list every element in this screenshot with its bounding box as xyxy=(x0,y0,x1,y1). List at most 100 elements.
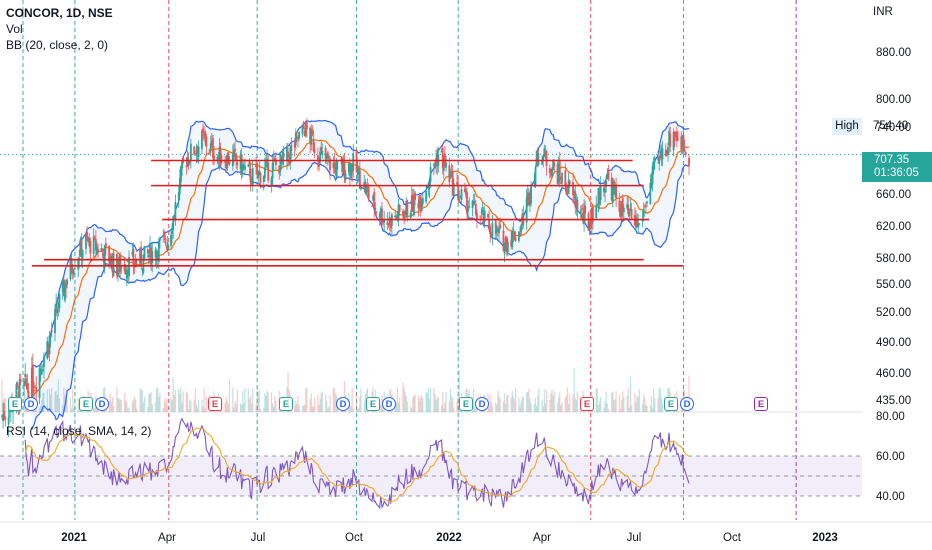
candle-body-390 xyxy=(604,188,606,193)
volume-bar-123 xyxy=(190,401,192,412)
candle-body-324 xyxy=(502,230,505,252)
candle-body-314 xyxy=(487,213,489,218)
candle-body-268 xyxy=(414,192,416,200)
candle-body-17 xyxy=(26,383,29,390)
dividend-marker[interactable]: D xyxy=(475,397,489,411)
candle-body-257 xyxy=(397,204,400,219)
earnings-marker[interactable]: E xyxy=(8,397,22,411)
volume-bar-413 xyxy=(638,388,640,412)
dividend-marker[interactable]: D xyxy=(382,397,396,411)
volume-bar-192 xyxy=(297,395,299,412)
candle-body-429 xyxy=(664,149,667,157)
candle-body-92 xyxy=(142,254,145,273)
earnings-marker[interactable]: E xyxy=(279,397,293,411)
volume-bar-101 xyxy=(157,387,159,412)
volume-bar-25 xyxy=(40,405,42,412)
volume-bar-132 xyxy=(204,408,206,412)
candle-body-320 xyxy=(495,228,498,232)
volume-bar-129 xyxy=(201,399,203,412)
candle-body-142 xyxy=(219,150,222,166)
volume-bar-68 xyxy=(105,408,107,412)
candle-body-303 xyxy=(468,206,471,208)
candle-body-0 xyxy=(1,415,3,417)
candle-body-331 xyxy=(512,230,515,235)
volume-bar-176 xyxy=(273,406,275,412)
candle-body-298 xyxy=(460,189,463,201)
candle-body-361 xyxy=(558,161,561,181)
volume-bar-427 xyxy=(660,396,662,412)
candle-body-368 xyxy=(568,180,571,185)
candle-body-61 xyxy=(94,239,97,251)
volume-bar-357 xyxy=(552,395,554,412)
candle-body-112 xyxy=(173,216,176,218)
candle-body-316 xyxy=(489,226,492,234)
volume-bar-60 xyxy=(94,407,96,412)
candle-body-250 xyxy=(387,224,390,225)
volume-bar-171 xyxy=(265,395,267,412)
candle-body-94 xyxy=(146,249,149,254)
candle-body-329 xyxy=(510,240,513,247)
volume-bar-124 xyxy=(193,400,195,412)
candle-body-280 xyxy=(434,165,436,169)
dividend-marker[interactable]: D xyxy=(95,397,109,411)
volume-bar-98 xyxy=(151,403,153,412)
volume-bar-47 xyxy=(73,408,75,412)
earnings-marker[interactable]: E xyxy=(208,397,222,411)
earnings-marker[interactable]: E xyxy=(459,397,473,411)
candle-body-18 xyxy=(27,390,30,400)
volume-bar-49 xyxy=(77,398,79,412)
candle-body-340 xyxy=(526,192,529,199)
candle-body-307 xyxy=(474,203,477,215)
candle-body-52 xyxy=(80,238,83,258)
volume-bar-257 xyxy=(397,402,400,412)
time-tick-0: 2021 xyxy=(61,532,87,544)
candle-body-420 xyxy=(650,179,653,182)
dividend-marker[interactable]: D xyxy=(680,397,694,411)
volume-bar-29 xyxy=(46,389,48,412)
earnings-marker[interactable]: E xyxy=(754,397,768,411)
earnings-marker[interactable]: E xyxy=(664,397,678,411)
volume-bar-289 xyxy=(448,401,450,412)
volume-bar-387 xyxy=(598,401,601,412)
volume-bar-92 xyxy=(142,402,144,412)
candle-body-181 xyxy=(280,157,283,161)
time-tick-3: Oct xyxy=(345,532,364,544)
candle-body-188 xyxy=(290,145,293,151)
volume-bar-70 xyxy=(109,394,111,412)
volume-bar-146 xyxy=(226,400,228,412)
volume-bar-84 xyxy=(131,402,133,412)
volume-bar-225 xyxy=(349,405,351,412)
earnings-marker[interactable]: E xyxy=(580,397,594,411)
candle-body-98 xyxy=(151,251,154,264)
earnings-marker[interactable]: E xyxy=(366,397,380,411)
candle-body-105 xyxy=(163,231,166,236)
volume-bar-213 xyxy=(329,394,331,412)
time-tick-2: Jul xyxy=(251,532,266,544)
legend-symbol: CONCOR, 1D, NSE xyxy=(6,6,113,20)
candle-body-422 xyxy=(652,162,655,169)
candle-body-322 xyxy=(498,228,500,233)
candle-body-125 xyxy=(194,153,197,155)
candle-body-53 xyxy=(81,250,84,259)
bb-fill xyxy=(31,120,690,430)
candle-body-417 xyxy=(645,206,647,207)
volume-bar-275 xyxy=(426,392,428,412)
volume-bar-32 xyxy=(49,394,52,412)
volume-bar-100 xyxy=(156,388,158,412)
volume-bar-385 xyxy=(596,388,598,412)
time-tick-8: 2023 xyxy=(812,532,838,544)
volume-bar-367 xyxy=(568,404,570,412)
earnings-marker[interactable]: E xyxy=(79,397,93,411)
candle-body-416 xyxy=(643,204,646,206)
volume-bar-178 xyxy=(275,400,277,412)
candle-body-101 xyxy=(156,252,159,260)
dividend-marker[interactable]: D xyxy=(24,397,38,411)
candle-body-323 xyxy=(499,224,502,228)
dividend-marker[interactable]: D xyxy=(336,397,350,411)
candle-body-85 xyxy=(132,249,135,266)
candle-body-244 xyxy=(378,213,381,218)
candle-body-62 xyxy=(96,246,98,255)
candle-body-15 xyxy=(24,373,27,377)
volume-bar-83 xyxy=(128,407,130,412)
